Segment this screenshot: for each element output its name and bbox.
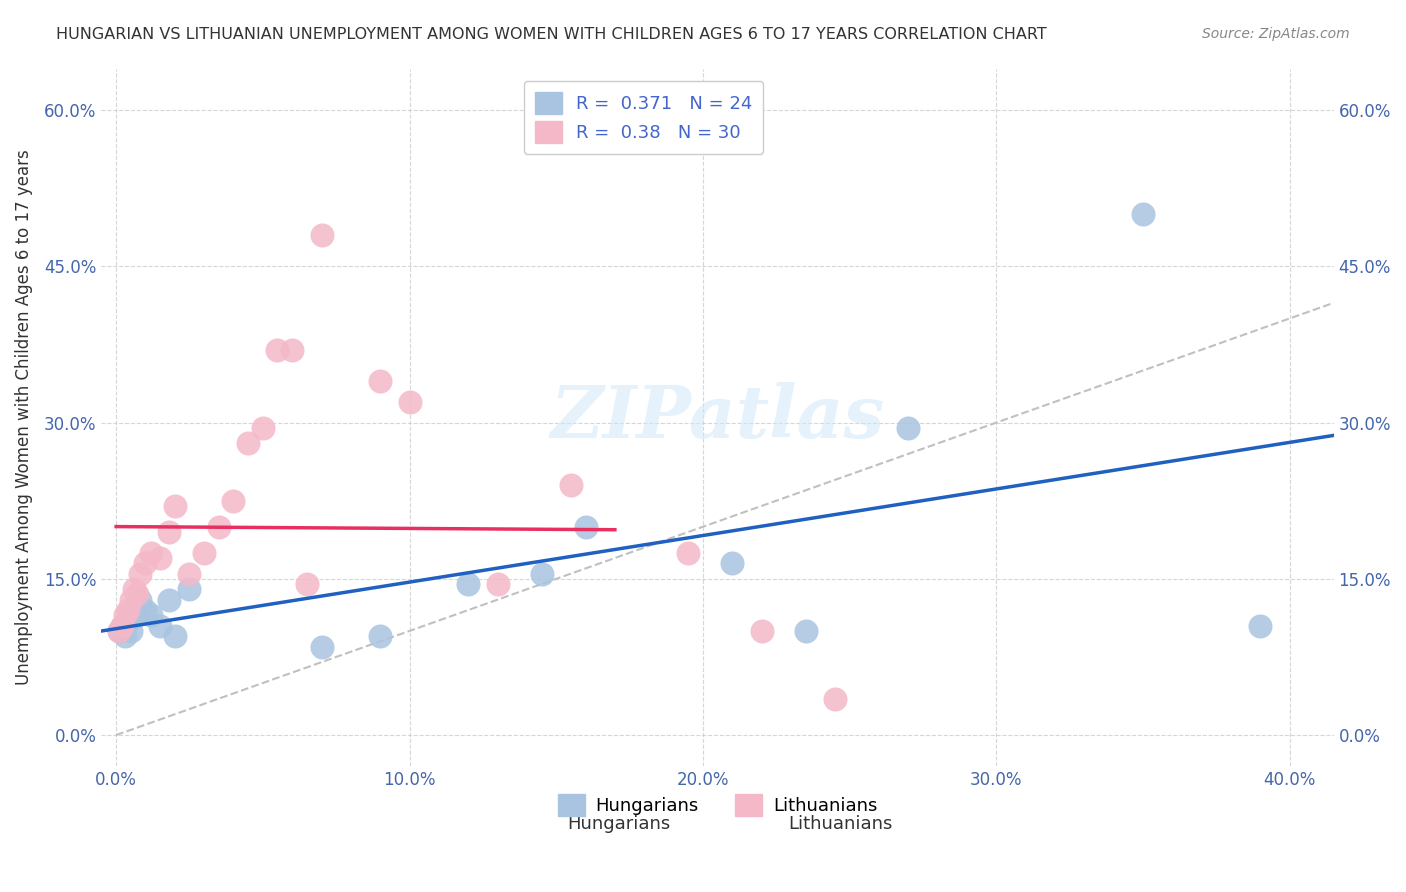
Point: [824, 691, 846, 706]
Point: [108, 624, 131, 638]
Text: Hungarians: Hungarians: [568, 815, 671, 833]
Point: [141, 608, 163, 623]
Point: [163, 629, 186, 643]
Point: [897, 421, 920, 435]
Point: [295, 577, 318, 591]
Point: [368, 629, 391, 643]
Point: [128, 566, 150, 581]
Point: [193, 546, 215, 560]
Point: [122, 603, 145, 617]
Point: [721, 556, 744, 570]
Point: [368, 374, 391, 388]
Y-axis label: Unemployment Among Women with Children Ages 6 to 17 years: Unemployment Among Women with Children A…: [15, 150, 32, 685]
Point: [114, 629, 136, 643]
Point: [149, 618, 172, 632]
Point: [134, 556, 156, 570]
Point: [128, 592, 150, 607]
Text: ZIPatlas: ZIPatlas: [551, 382, 884, 453]
Point: [111, 618, 134, 632]
Point: [117, 614, 139, 628]
Point: [117, 603, 139, 617]
Point: [125, 608, 148, 623]
Point: [141, 546, 163, 560]
Point: [236, 436, 259, 450]
Point: [157, 592, 180, 607]
Point: [398, 394, 420, 409]
Point: [120, 624, 142, 638]
Text: Lithuanians: Lithuanians: [789, 815, 893, 833]
Point: [530, 566, 553, 581]
Point: [179, 582, 201, 597]
Point: [125, 587, 148, 601]
Point: [794, 624, 817, 638]
Point: [208, 520, 231, 534]
Point: [311, 228, 333, 243]
Point: [163, 499, 186, 513]
Point: [108, 624, 131, 638]
Text: HUNGARIAN VS LITHUANIAN UNEMPLOYMENT AMONG WOMEN WITH CHILDREN AGES 6 TO 17 YEAR: HUNGARIAN VS LITHUANIAN UNEMPLOYMENT AMO…: [56, 27, 1047, 42]
Text: Source: ZipAtlas.com: Source: ZipAtlas.com: [1202, 27, 1350, 41]
Point: [1132, 207, 1154, 221]
Point: [179, 566, 201, 581]
Point: [751, 624, 773, 638]
Point: [311, 640, 333, 654]
Point: [676, 546, 699, 560]
Point: [1249, 618, 1271, 632]
Point: [252, 421, 274, 435]
Point: [114, 608, 136, 623]
Point: [122, 582, 145, 597]
Point: [111, 618, 134, 632]
Point: [134, 603, 156, 617]
Point: [281, 343, 304, 357]
Point: [457, 577, 479, 591]
Point: [560, 478, 582, 492]
Point: [222, 493, 245, 508]
Point: [157, 524, 180, 539]
Point: [486, 577, 509, 591]
Legend: Hungarians, Lithuanians: Hungarians, Lithuanians: [551, 787, 884, 823]
Point: [574, 520, 596, 534]
Point: [266, 343, 288, 357]
Point: [149, 551, 172, 566]
Point: [120, 592, 142, 607]
